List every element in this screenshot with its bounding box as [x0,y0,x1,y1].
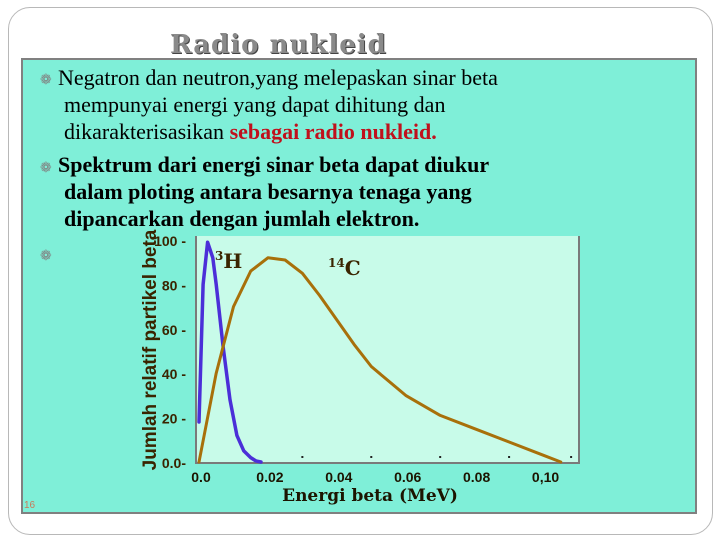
bullet-2-line-2: dalam ploting antara besarnya tenaga yan… [64,179,472,204]
y-tick-label: 60 - [162,322,186,338]
y-axis-label: Jumlah relatif partikel beta [140,229,161,470]
x-tick-label: 0,10 [532,469,559,485]
baseline-dot [301,456,304,458]
series-annotation: 3H [215,249,242,273]
x-tick-label: 0.06 [394,469,421,485]
y-tick-label: 0.0- [162,455,186,471]
baseline-dot [508,456,511,458]
bullet-1-line-3-highlight: sebagai radio nukleid. [229,119,437,144]
bullet-2-line-3: dipancarkan dengan jumlah elektron. [64,206,420,231]
baseline-dot [570,456,573,458]
bullet-1-line-3-normal: dikarakterisasikan [64,119,230,144]
bullet-1-line-3: dikarakterisasikan sebagai radio nukleid… [64,120,437,144]
series-line-14C [197,256,563,464]
series-line-3H [197,240,263,464]
bullet-icon: ❁ [40,73,52,88]
slide-title: Radio nukleid [170,30,387,60]
series-annotation: 14C [328,256,361,280]
x-tick-label: 0.02 [256,469,283,485]
y-tick-label: 40 - [162,366,186,382]
bullet-2-line-1: Spektrum dari energi sinar beta dapat di… [58,152,490,177]
x-tick-label: 0.08 [463,469,490,485]
y-tick-label: 100 - [154,233,186,249]
bullet-1-line-1: Negatron dan neutron,yang melepaskan sin… [58,65,498,90]
x-axis-label: Energi beta (MeV) [282,486,458,506]
x-tick-label: 0.04 [325,469,352,485]
bullet-icon: ❁ [40,249,52,264]
bullet-icon: ❁ [40,161,52,176]
y-tick-label: 20 - [162,411,186,427]
baseline-dot [370,456,373,458]
bullet-1-line-2: mempunyai energi yang dapat dihitung dan [64,92,446,117]
y-tick-label: 80 - [162,277,186,293]
baseline-dot [439,456,442,458]
page-number: 16 [24,500,36,511]
x-tick-label: 0.0 [191,469,211,485]
plot-area [195,236,580,464]
